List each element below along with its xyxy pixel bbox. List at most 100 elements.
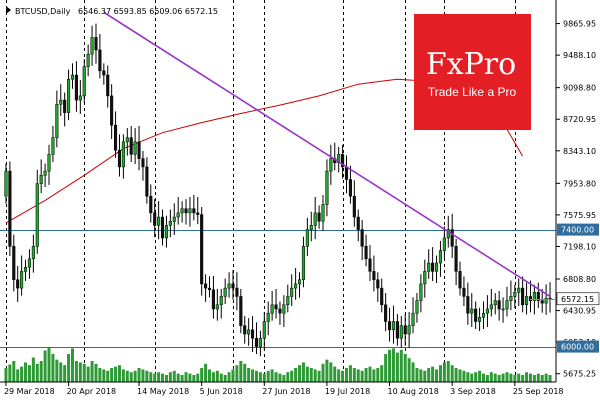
volume-bar <box>525 372 529 382</box>
candle <box>493 293 497 315</box>
candle-body <box>525 296 529 306</box>
candle <box>39 159 43 194</box>
candle-body <box>470 308 474 314</box>
candle-body <box>290 287 294 297</box>
trendline-path <box>103 11 551 298</box>
x-tick-label: 14 May 2018 <box>137 387 189 396</box>
candle <box>160 209 165 246</box>
candle-body <box>493 300 497 306</box>
candle <box>258 330 262 357</box>
price-axis: 9865.95 9488.10 9098.80 8720.95 8343.10 7953.… <box>556 20 596 379</box>
candle-body <box>274 304 278 310</box>
volume-bar <box>125 370 129 382</box>
candle <box>423 259 427 298</box>
candle-body <box>184 208 188 214</box>
level-badge-label: 6000.00 <box>561 343 594 352</box>
volume-bar <box>129 372 133 382</box>
candle <box>207 276 212 298</box>
candle-body <box>388 321 392 331</box>
volume-bar <box>12 361 16 382</box>
candle <box>47 144 51 185</box>
candle-body <box>211 289 215 310</box>
volume-histogram <box>4 347 552 382</box>
volume-bar <box>298 365 302 382</box>
candle <box>501 297 505 323</box>
volume-bar <box>94 363 98 382</box>
candle-body <box>223 287 227 297</box>
candle-body <box>98 49 102 72</box>
volume-bar <box>251 369 255 382</box>
candle <box>431 247 435 281</box>
time-axis: 29 Mar 2018 20 Apr 2018 14 May 2018 5 Jun 2… <box>4 382 564 396</box>
volume-bar <box>313 369 317 382</box>
candle <box>176 197 180 225</box>
candle <box>90 25 94 66</box>
candle <box>474 301 478 330</box>
volume-bar <box>262 373 266 382</box>
volume-bar <box>528 373 532 382</box>
candle-body <box>395 321 399 339</box>
candle-body <box>305 229 309 247</box>
candle-body <box>74 74 78 101</box>
candle <box>356 209 360 242</box>
candle <box>78 80 82 114</box>
candle-body <box>47 154 51 172</box>
candle-body <box>70 74 75 80</box>
candle-body <box>67 78 71 113</box>
candle-body <box>462 287 466 297</box>
y-tick-label: 7198.10 <box>563 242 596 251</box>
volume-bar <box>239 361 243 382</box>
volume-bar <box>258 372 262 382</box>
candle-body <box>309 225 313 230</box>
volume-bar <box>141 369 145 382</box>
y-tick-label: 6808.80 <box>563 275 596 284</box>
candle <box>403 313 407 346</box>
candle-body <box>458 271 462 289</box>
candle <box>442 226 446 259</box>
candle-body <box>196 212 200 215</box>
x-tick-label: 27 Jun 2018 <box>262 387 310 396</box>
candle-body <box>528 296 533 301</box>
candle <box>478 307 482 332</box>
volume-bar <box>24 362 28 382</box>
candle <box>106 65 110 108</box>
volume-bar <box>317 370 321 382</box>
volume-bar <box>290 370 294 382</box>
candle-body <box>505 300 509 310</box>
candle <box>505 286 509 317</box>
volume-bar <box>227 372 231 382</box>
volume-bar <box>114 366 118 382</box>
candle <box>278 301 282 325</box>
candle-body <box>297 279 302 285</box>
ohlc-values: 6546.37 6593.85 6509.06 6572.15 <box>78 7 218 16</box>
candle <box>309 211 313 242</box>
volume-bar <box>16 369 20 382</box>
volume-bar <box>548 375 552 382</box>
level-badge <box>557 223 599 236</box>
candle <box>219 288 223 319</box>
volume-bar <box>157 372 161 382</box>
volume-bar <box>309 368 313 382</box>
candle <box>348 165 352 204</box>
candle-body <box>282 304 286 314</box>
volume-bar <box>219 373 223 382</box>
candle-body <box>90 37 94 55</box>
candle <box>509 280 513 311</box>
logo-brand: FxPro <box>426 47 516 82</box>
candle-body <box>4 170 8 197</box>
current-price-label: 6572.15 <box>561 295 594 304</box>
price-levels <box>0 230 556 348</box>
volume-bar <box>39 361 43 382</box>
volume-bar <box>51 354 55 382</box>
candle-body <box>188 208 192 214</box>
candle-body <box>372 271 376 280</box>
volume-bar <box>282 375 286 382</box>
candle-body <box>78 95 82 101</box>
candle-body <box>509 296 513 301</box>
candle-body <box>258 337 262 347</box>
candle-body <box>145 166 149 197</box>
candle-body <box>110 95 114 126</box>
candle <box>329 144 333 185</box>
candle <box>450 213 454 259</box>
